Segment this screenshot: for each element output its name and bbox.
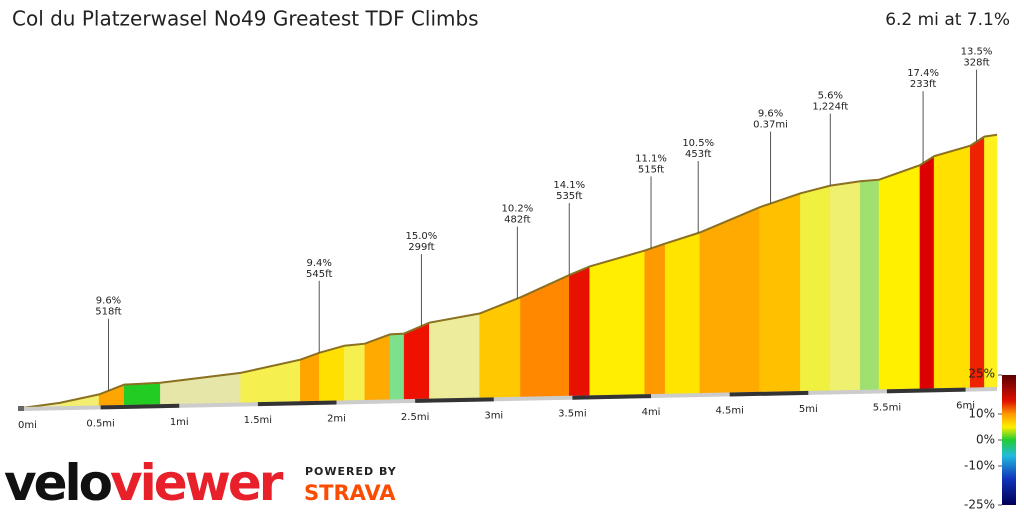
annotation-grade: 9.4% — [307, 258, 332, 269]
annotation-length: 0.37mi — [753, 120, 788, 131]
profile-segment — [699, 206, 760, 395]
annotation-grade: 14.1% — [553, 180, 585, 191]
x-tick-label: 3mi — [484, 410, 503, 421]
x-axis — [21, 387, 998, 411]
profile-segment — [800, 185, 831, 393]
colorbar-label: 25% — [968, 367, 995, 381]
profile-segment — [98, 384, 125, 407]
annotation-length: 233ft — [910, 79, 936, 90]
profile-segment — [123, 382, 161, 407]
x-tick-label: 1.5mi — [244, 415, 272, 426]
profile-segment — [479, 296, 521, 399]
annotation-length: 299ft — [408, 242, 434, 253]
profile-segment — [389, 333, 405, 401]
profile-segment — [933, 145, 971, 390]
x-tick-label: 3.5mi — [558, 409, 586, 420]
x-tick-label: 1mi — [170, 417, 189, 428]
profile-segment — [300, 352, 320, 403]
powered-by: POWERED BY — [305, 465, 397, 478]
profile-segment — [569, 266, 590, 398]
profile-segment — [919, 155, 935, 390]
chart-subtitle: 6.2 mi at 7.1% — [885, 10, 1010, 30]
annotation-length: 1,224ft — [812, 102, 848, 113]
profile-segment — [403, 322, 430, 401]
x-tick-label: 5mi — [799, 404, 818, 415]
x-tick-label: 2.5mi — [401, 412, 429, 423]
profile-segment — [318, 345, 345, 403]
annotation-grade: 9.6% — [758, 109, 783, 120]
axis-band — [415, 397, 494, 403]
axis-band — [729, 390, 809, 397]
profile-line — [21, 133, 998, 409]
profile-segment — [859, 179, 880, 392]
profile-segment — [429, 313, 480, 400]
profile-segment — [878, 164, 921, 391]
annotation-length: 545ft — [306, 269, 332, 280]
profile-segment — [589, 250, 645, 397]
axis-band — [100, 403, 180, 410]
profile-segment — [664, 232, 701, 396]
annotation-length: 515ft — [638, 164, 664, 175]
annotation-grade: 17.4% — [907, 68, 939, 79]
x-tick-label: 5.5mi — [873, 402, 901, 413]
annotation-grade: 5.6% — [818, 91, 843, 102]
x-tick-label: 2mi — [327, 414, 346, 425]
annotation-grade: 13.5% — [961, 47, 993, 58]
annotation-length: 518ft — [95, 307, 121, 318]
profile-segment — [970, 136, 985, 389]
annotation-length: 482ft — [504, 215, 530, 226]
x-tick-label: 4mi — [642, 407, 661, 418]
annotation-grade: 15.0% — [406, 231, 438, 242]
annotation-length: 328ft — [963, 58, 989, 69]
strava: STRAVA — [304, 481, 396, 505]
annotation-grade: 11.1% — [635, 153, 667, 164]
annotation-grade: 10.5% — [682, 138, 714, 149]
chart-title: Col du Platzerwasel No49 Greatest TDF Cl… — [12, 7, 479, 31]
profile-segment — [344, 343, 366, 402]
logo: veloviewer — [4, 454, 284, 512]
x-tick-label: 0.5mi — [86, 418, 114, 429]
annotation-length: 453ft — [685, 149, 711, 160]
annotation-length: 535ft — [556, 191, 582, 202]
profile-segment — [364, 334, 391, 402]
x-tick-label: 0mi — [18, 420, 37, 431]
profile-segment — [759, 192, 801, 394]
axis-band — [886, 387, 966, 394]
logo-viewer: viewer — [110, 454, 284, 512]
colorbar-label: -25% — [964, 498, 995, 512]
colorbar — [1002, 375, 1016, 505]
axis-band — [257, 400, 337, 407]
profile-segment — [830, 180, 861, 392]
x-tick-label: 4.5mi — [715, 405, 743, 416]
colorbar-label: 10% — [968, 407, 995, 421]
colorbar-label: 0% — [976, 433, 995, 447]
annotation-grade: 9.6% — [96, 296, 121, 307]
x-tick-label: 6mi — [956, 401, 975, 412]
annotation-grade: 10.2% — [501, 204, 533, 215]
colorbar-label: -10% — [964, 459, 995, 473]
axis-band — [572, 394, 652, 400]
logo-velo: velo — [4, 454, 112, 512]
profile-segment — [984, 134, 998, 389]
start-marker — [18, 406, 24, 411]
profile-segment — [644, 243, 666, 396]
